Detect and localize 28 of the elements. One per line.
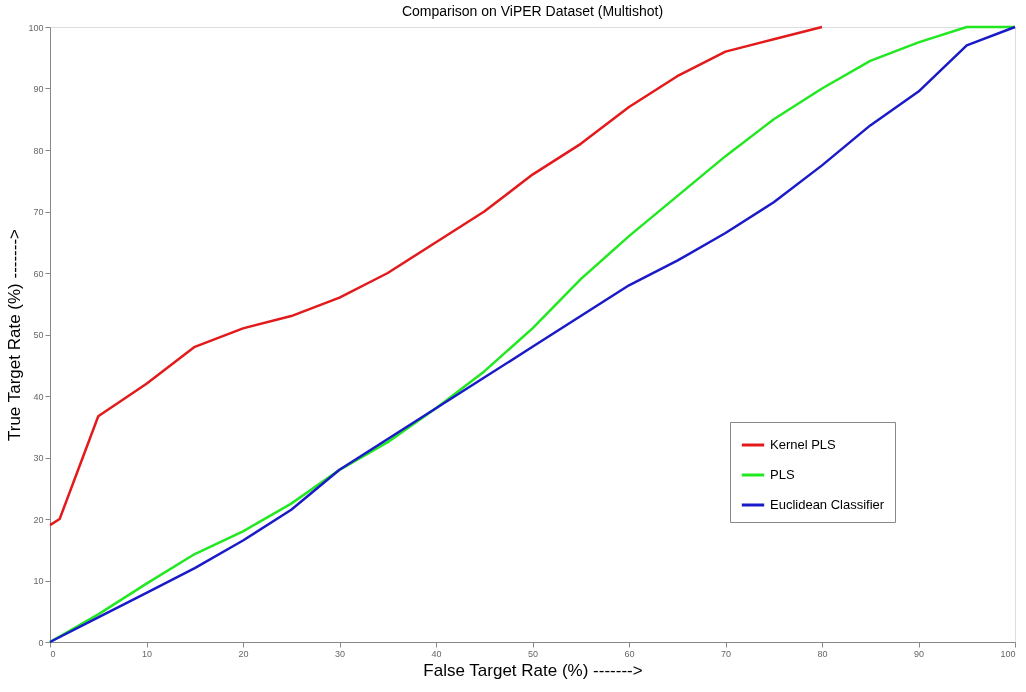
legend-label: Kernel PLS — [770, 437, 837, 452]
y-tick-label: 10 — [33, 576, 44, 586]
y-tick-label: 50 — [33, 330, 44, 340]
x-axis-title: False Target Rate (%) -------> — [423, 660, 643, 680]
x-tick-label: 90 — [913, 648, 925, 659]
y-tick-label: 0 — [38, 637, 44, 648]
x-tick-label: 70 — [720, 648, 732, 659]
y-tick-label: 70 — [33, 207, 44, 217]
y-tick-label: 40 — [33, 391, 44, 402]
y-tick-label: 30 — [33, 453, 44, 463]
x-tick-label: 10 — [141, 648, 153, 659]
x-tick-label: 0 — [50, 648, 56, 659]
x-tick-label: 100 — [1000, 648, 1016, 659]
y-tick-label: 60 — [33, 268, 44, 279]
legend-label: Euclidean Classifier — [770, 497, 885, 512]
x-tick-label: 40 — [431, 648, 442, 659]
x-tick-label: 80 — [817, 648, 828, 659]
legend-label: PLS — [770, 467, 795, 482]
chart-title: Comparison on ViPER Dataset (Multishot) — [401, 3, 664, 19]
y-tick-label: 100 — [28, 22, 44, 33]
y-tick-label: 90 — [33, 84, 44, 94]
x-tick-label: 60 — [624, 648, 635, 659]
x-tick-label: 30 — [334, 648, 346, 659]
y-tick-label: 20 — [33, 514, 44, 525]
y-tick-label: 80 — [33, 145, 44, 156]
x-tick-label: 20 — [238, 648, 249, 659]
x-tick-label: 50 — [527, 648, 539, 659]
y-axis-title: True Target Rate (%) -------> — [5, 228, 25, 442]
